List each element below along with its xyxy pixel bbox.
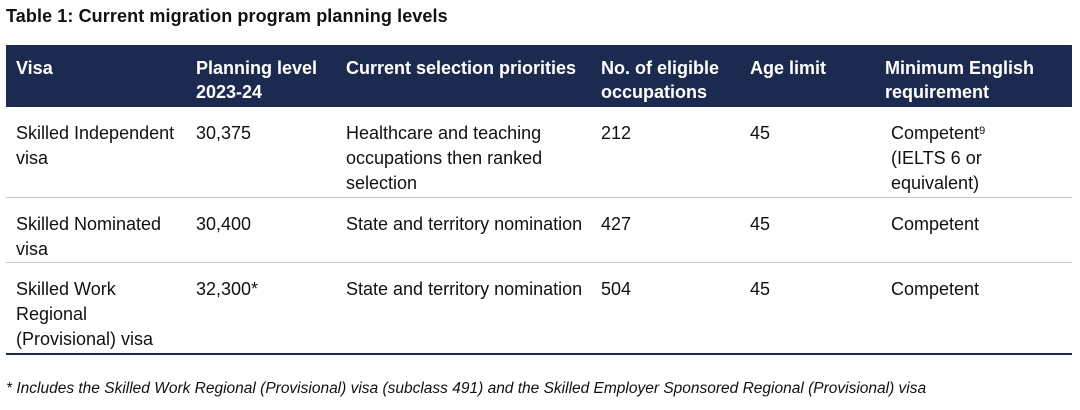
english-level: Competent [891, 123, 980, 143]
cell-eligible-occupations: 427 [591, 197, 740, 263]
cell-planning-level: 32,300* [186, 262, 336, 355]
footnote-reference: 9 [979, 125, 986, 137]
cell-english-requirement: Competent [875, 197, 1072, 263]
cell-planning-level: 30,400 [186, 197, 336, 263]
column-header-eligible-occupations: No. of eligible occupations [591, 45, 740, 107]
table-caption: Table 1: Current migration program plann… [6, 6, 448, 26]
cell-visa: Skilled Independent visa [6, 107, 186, 198]
cell-visa: Skilled Work Regional (Provisional) visa [6, 262, 186, 355]
cell-age-limit: 45 [740, 197, 875, 263]
column-header-english-requirement: Minimum English requirement [875, 45, 1072, 107]
cell-age-limit: 45 [740, 107, 875, 198]
table-header-row: Visa Planning level 2023-24 Current sele… [6, 45, 1072, 107]
cell-planning-level: 30,375 [186, 107, 336, 198]
cell-eligible-occupations: 212 [591, 107, 740, 198]
table-row: Skilled Independent visa 30,375 Healthca… [6, 107, 1072, 198]
table-footnote: * Includes the Skilled Work Regional (Pr… [6, 380, 927, 397]
column-header-planning-level: Planning level 2023-24 [186, 45, 336, 107]
cell-eligible-occupations: 504 [591, 262, 740, 355]
column-header-visa: Visa [6, 45, 186, 107]
cell-visa: Skilled Nominated visa [6, 197, 186, 263]
cell-english-requirement: Competent [875, 262, 1072, 355]
english-level-note: (IELTS 6 or equivalent) [891, 148, 982, 193]
column-header-selection-priorities: Current selection priorities [336, 45, 591, 107]
migration-planning-table: Visa Planning level 2023-24 Current sele… [6, 45, 1072, 355]
cell-age-limit: 45 [740, 262, 875, 355]
table-row: Skilled Nominated visa 30,400 State and … [6, 197, 1072, 263]
cell-selection-priorities: State and territory nomination [336, 197, 591, 263]
cell-selection-priorities: State and territory nomination [336, 262, 591, 355]
table-row: Skilled Work Regional (Provisional) visa… [6, 262, 1072, 355]
cell-english-requirement: Competent9 (IELTS 6 or equivalent) [875, 107, 1072, 198]
column-header-age-limit: Age limit [740, 45, 875, 107]
cell-selection-priorities: Healthcare and teaching occupations then… [336, 107, 591, 198]
